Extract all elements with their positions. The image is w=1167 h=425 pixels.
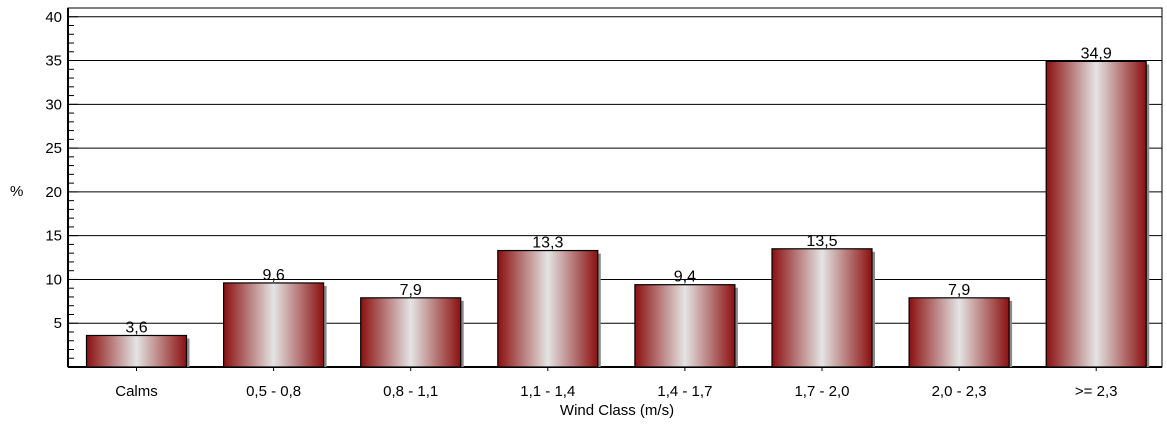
data-label: 9,4	[674, 269, 696, 286]
bar	[223, 282, 325, 368]
bar	[634, 284, 736, 368]
y-axis-title: %	[10, 183, 23, 200]
y-tick-label: 20	[45, 184, 62, 201]
x-tick-label: 1,7 - 2,0	[794, 383, 849, 400]
x-tick-label: 1,1 - 1,4	[520, 383, 575, 400]
x-tick-label: >= 2,3	[1075, 383, 1118, 400]
x-tick-label: 0,8 - 1,1	[383, 383, 438, 400]
data-label: 9,6	[262, 267, 284, 284]
x-axis-title: Wind Class (m/s)	[560, 402, 674, 419]
bar	[908, 297, 1010, 368]
bar	[360, 297, 462, 368]
bar	[85, 334, 188, 368]
x-tick-label: 0,5 - 0,8	[246, 383, 301, 400]
bars	[85, 60, 1150, 368]
data-label: 34,9	[1081, 45, 1112, 62]
data-label: 7,9	[948, 282, 970, 299]
x-tick-label: Calms	[115, 383, 158, 400]
x-tick-label: 2,0 - 2,3	[932, 383, 987, 400]
y-tick-label: 10	[45, 271, 62, 288]
y-tick-label: 40	[45, 9, 62, 26]
data-label: 3,6	[125, 319, 147, 336]
bar	[1045, 60, 1147, 368]
y-tick-label: 15	[45, 228, 62, 245]
bar	[497, 249, 599, 368]
data-label: 13,3	[532, 235, 563, 252]
y-tick-label: 5	[54, 315, 62, 332]
y-tick-label: 35	[45, 53, 62, 70]
y-tick-label: 25	[45, 140, 62, 157]
gridlines	[68, 16, 1162, 324]
bar	[771, 248, 873, 368]
data-label: 7,9	[400, 282, 422, 299]
x-tick-label: 1,4 - 1,7	[657, 383, 712, 400]
labels: 5 10 15 20 25 30 35 40 3,6 Calms 9,6 0,5 - 0,8 7,9 0,…	[45, 9, 1117, 400]
y-tick-label: 30	[45, 96, 62, 113]
data-label: 13,5	[806, 233, 837, 250]
